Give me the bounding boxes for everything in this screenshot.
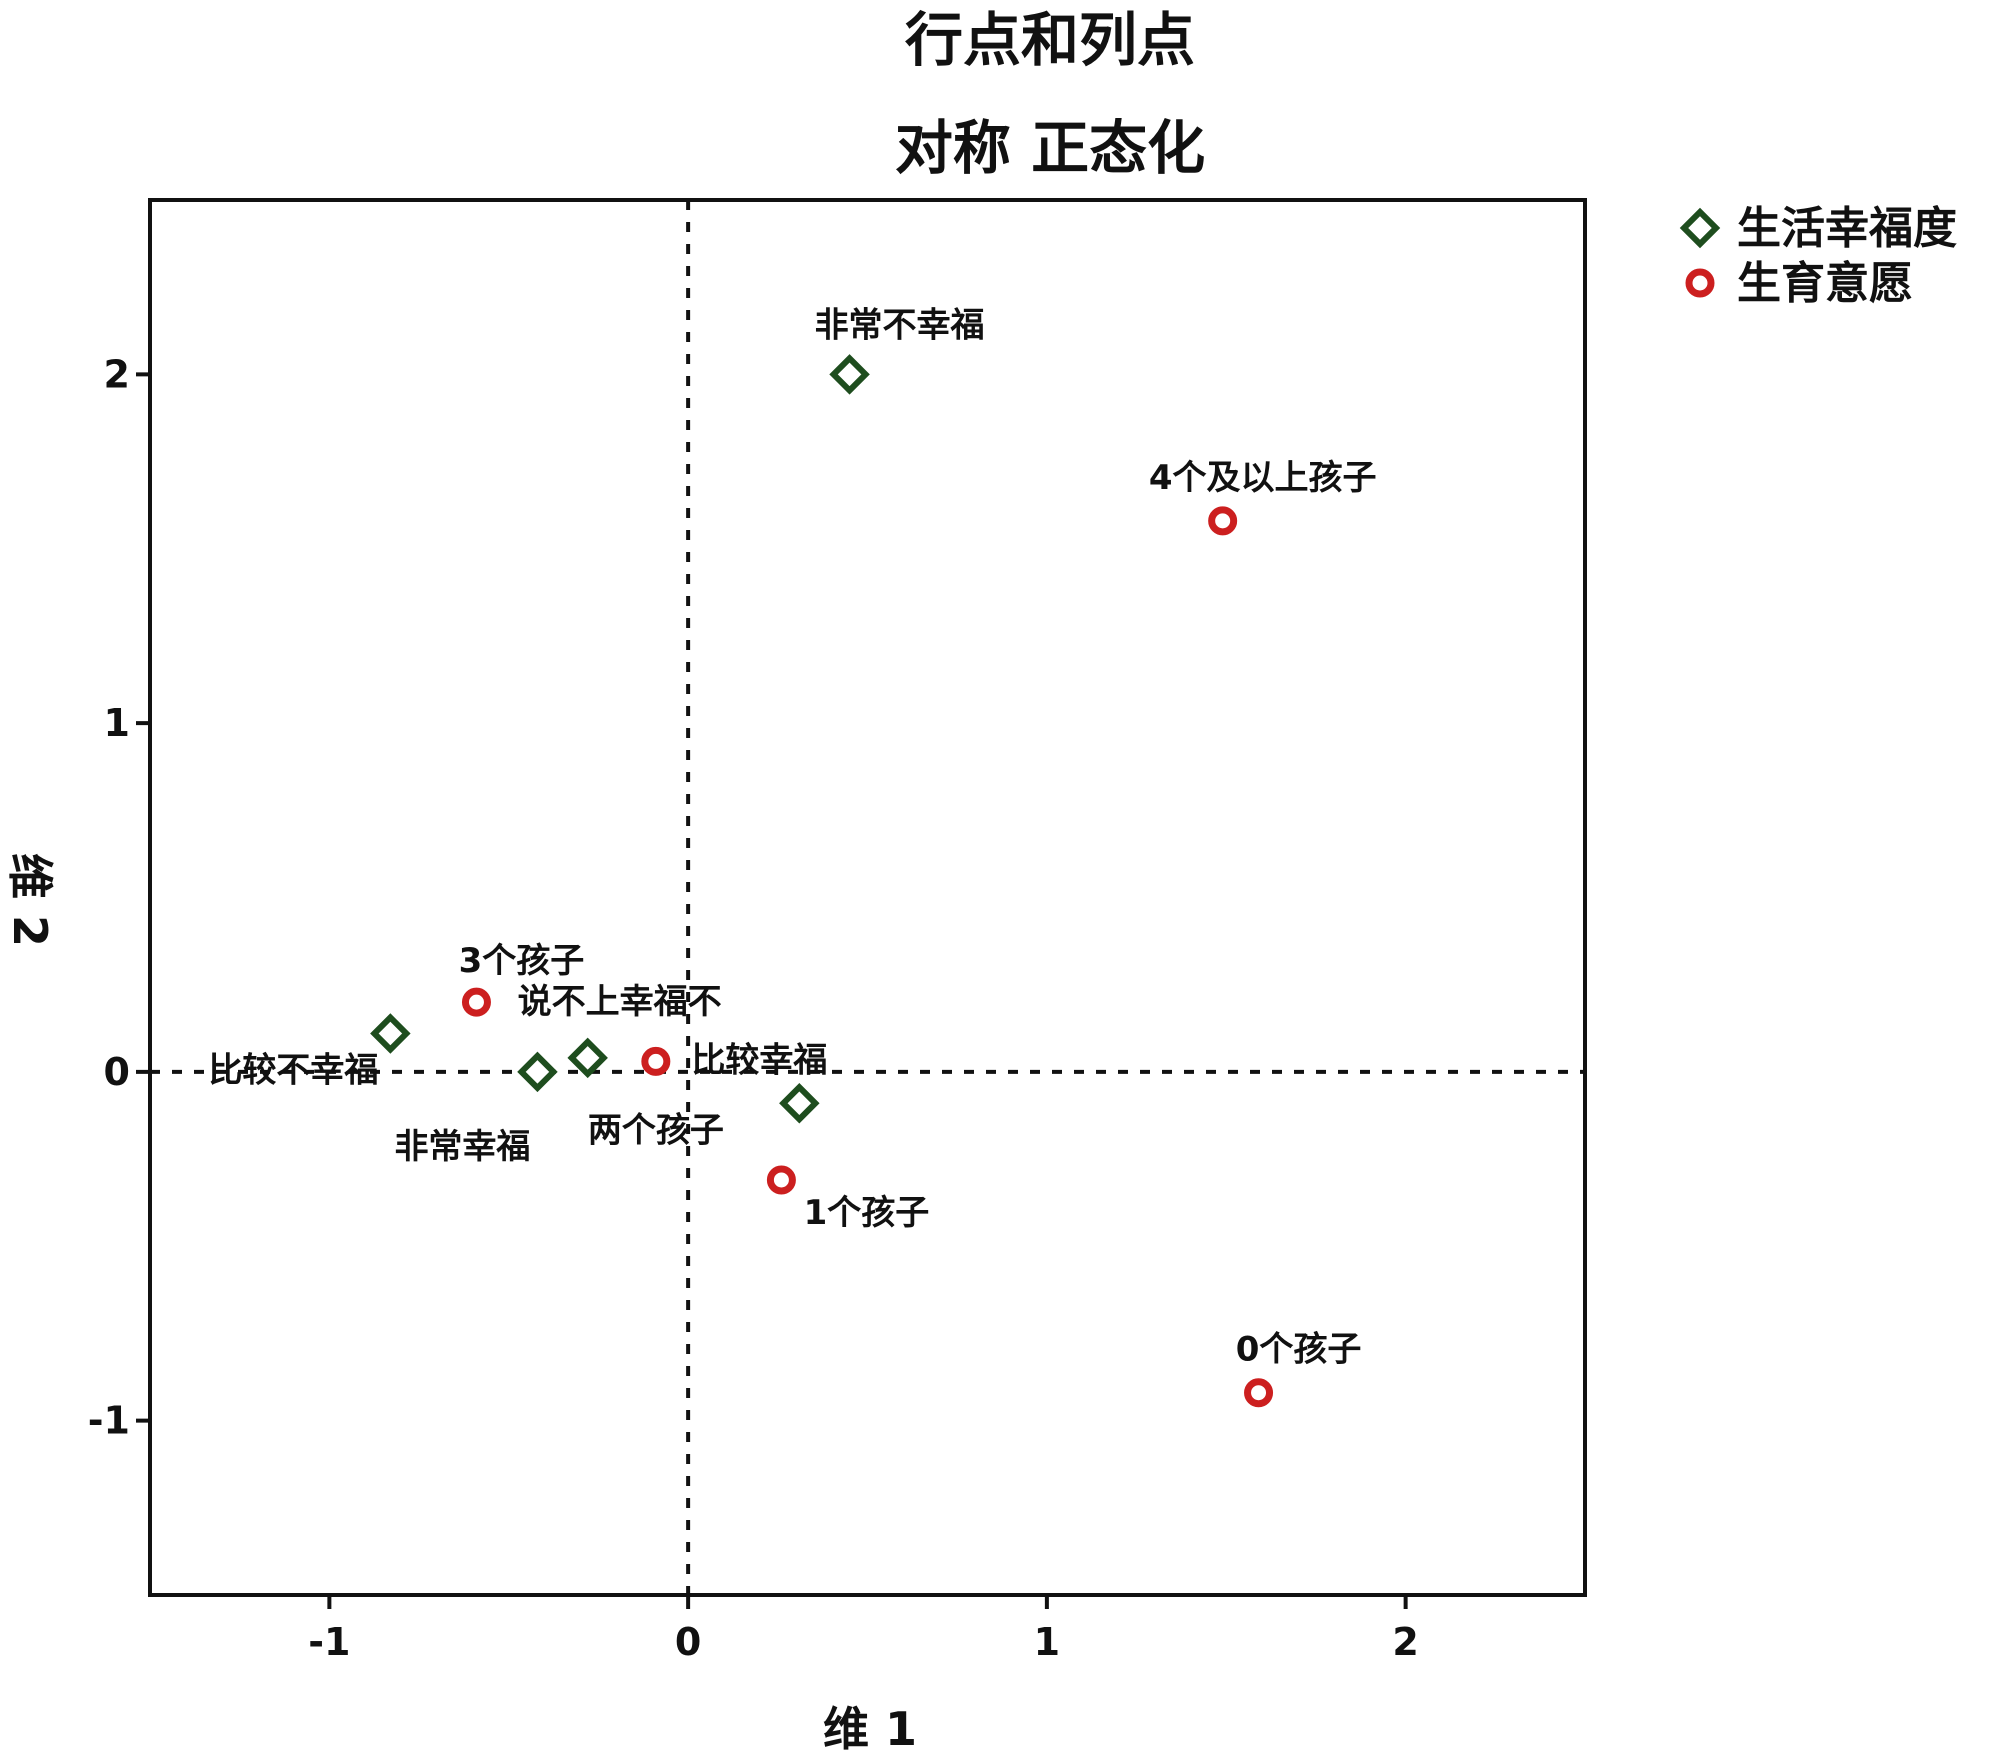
point-label: 0个孩子	[1236, 1330, 1362, 1370]
point-label: 非常幸福	[394, 1127, 530, 1167]
y-tick-label: -1	[88, 1399, 130, 1443]
x-tick-label: 1	[1034, 1620, 1060, 1664]
diamond-point-marker	[829, 354, 870, 395]
chart-title: 行点和列点	[905, 6, 1195, 74]
legend-marker-circle	[1685, 268, 1715, 298]
axis-ticks: -1 0 1 2 -1 0 1 2	[88, 352, 1419, 1664]
legend-entry-label: 生育意愿	[1737, 258, 1913, 309]
point-label: 比较幸福	[691, 1040, 827, 1080]
point-label: 非常不幸福	[815, 305, 985, 345]
legend-marker-diamond	[1679, 207, 1721, 249]
y-tick-label: 1	[104, 701, 130, 745]
point-label: 比较不幸福	[208, 1051, 378, 1091]
data-points	[370, 354, 1274, 1408]
point-label: 两个孩子	[588, 1110, 724, 1150]
x-axis-title: 维 1	[823, 1702, 917, 1755]
circle-point-marker	[641, 1046, 671, 1076]
point-label: 3个孩子	[459, 941, 585, 981]
circle-point-marker	[766, 1165, 796, 1195]
point-label: 1个孩子	[804, 1193, 930, 1233]
diamond-point-marker	[517, 1051, 558, 1093]
circle-point-marker	[1208, 506, 1238, 536]
y-axis-title: 维 2	[3, 853, 57, 947]
point-label: 4个及以上孩子	[1149, 458, 1377, 498]
diamond-point-marker	[370, 1013, 411, 1054]
y-tick-label: 0	[104, 1050, 130, 1094]
plot-frame	[148, 198, 1587, 1597]
circle-point-marker	[461, 987, 491, 1017]
point-label: 说不上幸福不	[518, 982, 722, 1022]
diamond-point-marker	[779, 1083, 820, 1124]
x-tick-label: 2	[1392, 1620, 1418, 1664]
x-tick-label: -1	[308, 1620, 350, 1664]
reference-lines	[150, 200, 1585, 1595]
legend-entry-label: 生活幸福度	[1737, 203, 1957, 254]
chart-subtitle: 对称 正态化	[895, 114, 1205, 182]
y-tick-label: 2	[104, 352, 130, 396]
x-tick-label: 0	[675, 1620, 701, 1664]
circle-point-marker	[1244, 1378, 1274, 1408]
diamond-point-marker	[567, 1037, 608, 1079]
